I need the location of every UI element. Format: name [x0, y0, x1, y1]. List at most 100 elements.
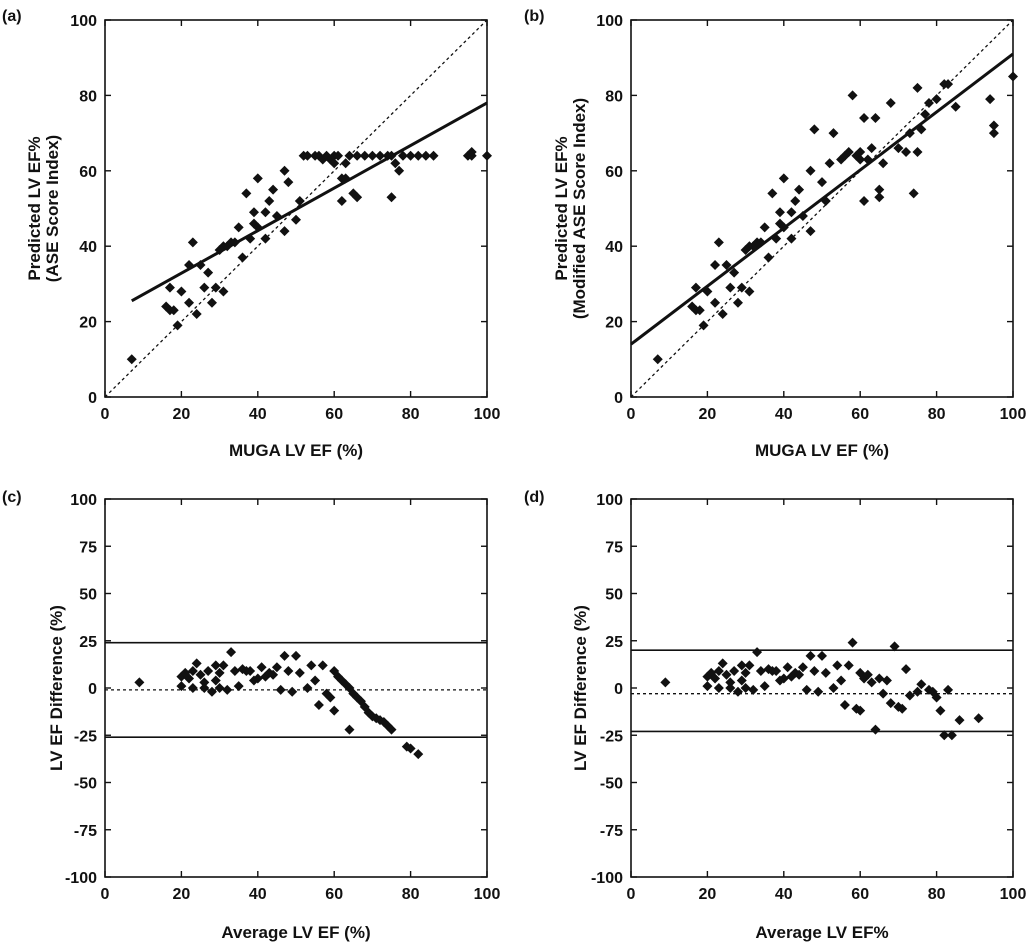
y-axis-label: Predicted LV EF% — [25, 136, 44, 280]
data-point — [245, 665, 256, 676]
data-point — [134, 677, 145, 688]
data-point — [195, 260, 206, 271]
x-tick-label: 100 — [1000, 406, 1027, 423]
data-point — [881, 675, 892, 686]
data-point — [344, 724, 355, 735]
data-point — [771, 665, 782, 676]
data-point — [291, 650, 301, 661]
data-point — [271, 662, 282, 673]
data-point — [805, 650, 816, 661]
x-tick-label: 0 — [627, 406, 636, 423]
reference-line-1-solid — [131, 101, 488, 303]
data-point — [386, 150, 397, 161]
data-point — [862, 154, 873, 165]
data-point — [920, 109, 931, 120]
x-axis-label: MUGA LV EF (%) — [229, 441, 363, 460]
data-point — [352, 192, 363, 203]
data-point — [786, 233, 797, 244]
data-point — [210, 282, 221, 293]
data-point — [729, 665, 740, 676]
data-point — [904, 128, 915, 139]
x-tick-label: 80 — [928, 886, 946, 903]
data-point — [302, 150, 313, 161]
data-point — [271, 211, 282, 222]
y-tick-label: 60 — [605, 164, 623, 181]
data-point — [302, 683, 313, 693]
y-tick-label: -100 — [65, 870, 97, 887]
data-point — [191, 658, 202, 669]
x-tick-label: 20 — [699, 886, 717, 903]
plot-frame — [104, 19, 488, 398]
data-point — [283, 665, 294, 676]
x-tick-label: 100 — [1000, 886, 1027, 903]
x-tick-label: 20 — [173, 886, 191, 903]
data-point — [241, 188, 252, 199]
data-point — [755, 665, 766, 676]
data-point — [694, 305, 705, 316]
data-point — [725, 677, 736, 688]
data-point — [229, 237, 240, 248]
panel-b: 0 20 40 60 80 100 0 20 40 60 80 100 (b) MUGA LV EF (%… — [524, 8, 1026, 460]
data-point — [874, 192, 885, 203]
data-point — [843, 660, 854, 671]
data-point — [237, 252, 248, 263]
plot-frame — [630, 498, 1014, 878]
y-tick-label: -100 — [591, 870, 623, 887]
x-tick-label: 0 — [101, 886, 110, 903]
data-point — [313, 700, 324, 711]
data-point — [790, 195, 801, 206]
data-point — [245, 233, 256, 244]
data-point — [172, 320, 183, 331]
data-point — [817, 177, 827, 188]
data-point — [248, 218, 259, 229]
x-tick-label: 40 — [775, 406, 793, 423]
data-point — [912, 82, 923, 93]
data-point — [874, 673, 885, 684]
data-point — [901, 146, 912, 157]
data-point — [184, 260, 195, 271]
data-point — [866, 677, 877, 688]
y-tick-label: 0 — [614, 681, 623, 698]
data-point — [184, 297, 195, 308]
data-point — [275, 684, 286, 695]
y-axis-label: LV EF Difference (%) — [47, 605, 66, 771]
data-point — [336, 195, 347, 206]
data-point — [778, 222, 789, 233]
data-point — [736, 282, 747, 293]
data-point — [214, 683, 225, 693]
data-point — [199, 677, 210, 688]
data-point — [405, 150, 416, 161]
data-point — [268, 669, 279, 680]
data-point — [226, 647, 237, 658]
data-point — [736, 675, 747, 686]
data-point — [748, 684, 759, 695]
data-point — [279, 650, 290, 661]
data-point — [725, 683, 736, 693]
data-point — [752, 647, 763, 658]
data-point — [943, 684, 954, 695]
data-point — [889, 641, 900, 652]
data-point — [759, 222, 770, 233]
x-tick-label: 60 — [325, 886, 343, 903]
y-tick-label: 50 — [79, 587, 97, 604]
data-point — [710, 297, 721, 308]
data-point — [912, 146, 923, 157]
data-point — [268, 184, 279, 195]
data-point — [214, 667, 225, 678]
y-tick-label: 25 — [605, 634, 623, 651]
data-point — [797, 211, 808, 222]
x-axis-label: MUGA LV EF (%) — [755, 441, 889, 460]
data-point — [897, 703, 908, 714]
data-point — [367, 150, 378, 161]
data-point — [203, 267, 214, 278]
data-point — [813, 686, 824, 697]
data-point — [660, 677, 671, 688]
data-point — [832, 660, 843, 671]
data-point — [847, 90, 858, 101]
data-point — [935, 705, 946, 716]
data-point — [721, 669, 732, 680]
data-point — [187, 665, 198, 676]
data-point — [466, 146, 477, 157]
data-point — [862, 669, 873, 680]
x-tick-label: 40 — [249, 886, 267, 903]
